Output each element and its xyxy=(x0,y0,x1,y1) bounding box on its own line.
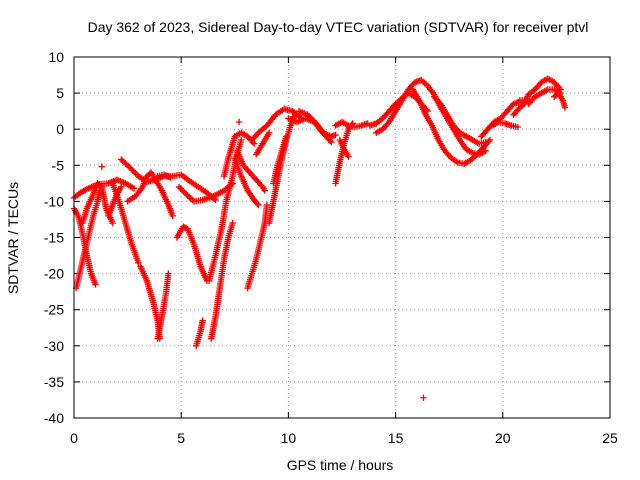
data-point xyxy=(169,212,176,220)
tick-labels: 0 5 10 15 20 25 -40 -35 -30 -25 -20 -15 -10 -5 0 5 10 xyxy=(44,49,618,446)
y-axis-label: SDTVAR / TECUs xyxy=(5,182,21,294)
data-point xyxy=(180,188,187,195)
data-point xyxy=(254,200,261,207)
data-point xyxy=(261,187,269,194)
data-point xyxy=(175,183,183,191)
data-point xyxy=(345,153,352,160)
y-tick-label: -30 xyxy=(44,338,64,354)
data-point xyxy=(127,165,135,173)
data-point xyxy=(482,147,489,155)
x-tick-label: 0 xyxy=(70,430,78,446)
data-point xyxy=(165,270,172,277)
y-tick-label: 0 xyxy=(56,121,64,137)
y-tick-label: 5 xyxy=(56,85,64,101)
x-tick-label: 5 xyxy=(177,430,185,446)
data-point xyxy=(265,129,273,137)
data-point xyxy=(482,138,489,146)
data-point xyxy=(328,138,335,146)
data-point xyxy=(199,317,206,324)
data-point xyxy=(238,136,245,144)
data-point xyxy=(255,201,262,209)
data-point xyxy=(235,118,243,126)
y-tick-label: -20 xyxy=(44,266,64,282)
data-point xyxy=(183,190,190,198)
y-tick-label: -5 xyxy=(52,157,65,173)
y-tick-label: -10 xyxy=(44,193,64,209)
data-point xyxy=(229,219,236,227)
data-point xyxy=(132,170,139,177)
grid-lines xyxy=(74,57,610,418)
data-point xyxy=(92,281,99,288)
data-point xyxy=(117,183,125,191)
x-axis-label: GPS time / hours xyxy=(287,457,394,473)
data-point xyxy=(310,117,317,124)
y-tick-label: -40 xyxy=(44,410,64,426)
data-point xyxy=(126,164,133,171)
data-point xyxy=(181,224,188,231)
x-tick-label: 20 xyxy=(495,430,511,446)
x-tick-label: 15 xyxy=(388,430,404,446)
x-tick-label: 25 xyxy=(602,430,618,446)
data-point xyxy=(307,114,314,121)
chart-title: Day 362 of 2023, Sidereal Day-to-day VTE… xyxy=(88,19,589,35)
data-point xyxy=(130,185,138,192)
data-point xyxy=(521,97,528,104)
y-tick-label: -25 xyxy=(44,302,64,318)
data-point xyxy=(384,120,392,127)
data-point xyxy=(263,201,271,209)
data-point xyxy=(135,259,142,266)
data-point xyxy=(130,168,138,175)
y-tick-label: 10 xyxy=(48,49,64,65)
data-point xyxy=(180,223,187,230)
data-point xyxy=(167,174,174,181)
data-point xyxy=(561,104,569,111)
data-point xyxy=(177,185,184,192)
y-tick-label: -15 xyxy=(44,230,64,246)
y-tick-label: -35 xyxy=(44,374,64,390)
data-point xyxy=(304,111,311,118)
data-point xyxy=(258,182,265,189)
data-point xyxy=(181,189,188,196)
data-point xyxy=(109,219,116,227)
data-point xyxy=(178,186,186,194)
data-point xyxy=(250,140,258,147)
data-point xyxy=(436,99,443,106)
data-point xyxy=(486,136,494,144)
data-point xyxy=(332,131,339,139)
plot-frame xyxy=(73,56,611,419)
data-point xyxy=(514,123,522,131)
data-point xyxy=(98,163,106,170)
data-point xyxy=(420,394,427,401)
data-point xyxy=(283,133,290,140)
data-point xyxy=(129,167,136,174)
data-point xyxy=(326,137,334,144)
data-point xyxy=(291,111,299,118)
data-point xyxy=(305,113,313,120)
data-point xyxy=(485,138,492,145)
data-points xyxy=(70,75,569,401)
data-point xyxy=(308,115,316,123)
x-tick-label: 10 xyxy=(281,430,297,446)
